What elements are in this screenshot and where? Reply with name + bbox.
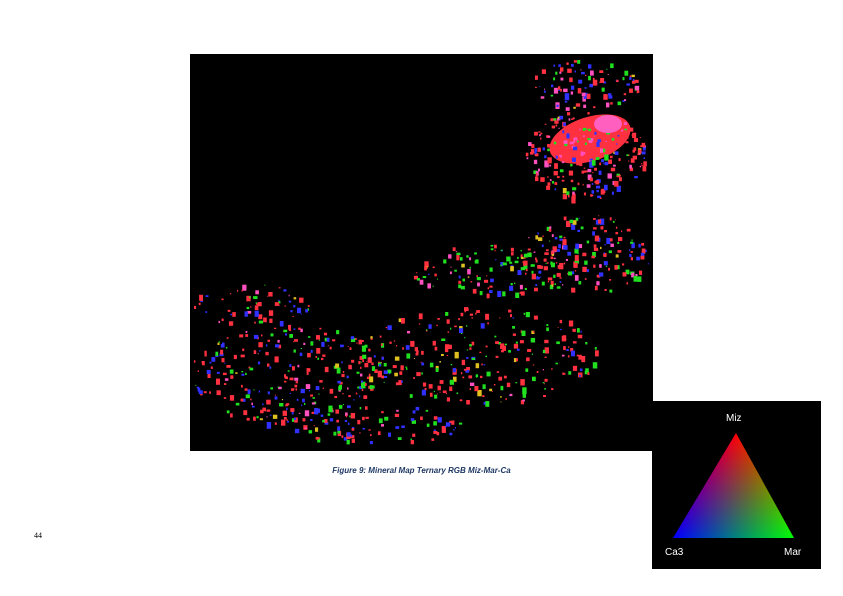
- mineral-map-graphic: [193, 60, 650, 445]
- ternary-triangle: [673, 433, 794, 538]
- mineral-map-image: [190, 54, 653, 451]
- page-number: 44: [34, 531, 42, 540]
- legend-label-miz: Miz: [726, 413, 742, 424]
- legend-label-mar: Mar: [784, 547, 802, 558]
- legend-label-ca3: Ca3: [665, 547, 684, 558]
- figure-caption: Figure 9: Mineral Map Ternary RGB Miz-Ma…: [332, 466, 511, 475]
- ternary-color-legend: Miz Ca3 Mar: [652, 401, 821, 569]
